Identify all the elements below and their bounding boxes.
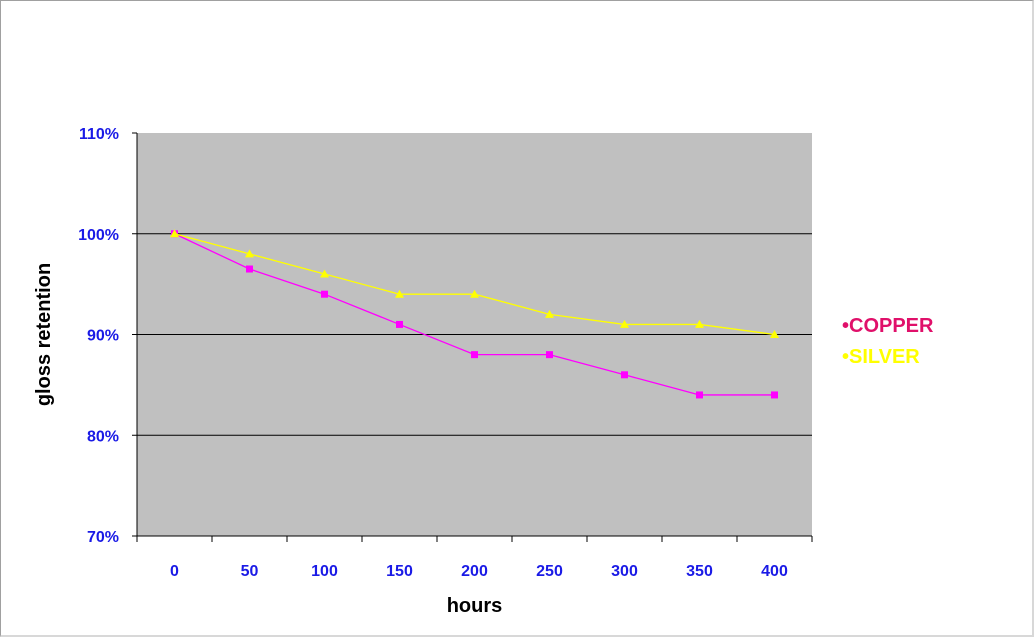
series-group bbox=[170, 229, 779, 399]
x-tick-label: 50 bbox=[241, 563, 259, 580]
y-tick-label: 90% bbox=[87, 328, 119, 345]
data-point bbox=[695, 319, 704, 328]
x-tick-labels: 0 50 100 150 200 250 300 350 400 bbox=[170, 563, 788, 580]
data-point bbox=[770, 330, 779, 338]
axes bbox=[132, 132, 813, 542]
x-tick-label: 150 bbox=[386, 563, 413, 580]
x-tick-label: 350 bbox=[686, 563, 713, 580]
x-axis-title: hours bbox=[447, 595, 503, 617]
data-point bbox=[620, 319, 629, 328]
gridlines bbox=[137, 233, 812, 436]
data-point bbox=[771, 391, 778, 399]
x-tick-label: 100 bbox=[311, 563, 338, 580]
x-tick-label: 300 bbox=[611, 563, 638, 580]
x-tick-label: 400 bbox=[761, 563, 788, 580]
data-point bbox=[246, 265, 253, 273]
data-point bbox=[545, 309, 554, 318]
y-tick-labels: 70% 80% 90% 100% 110% bbox=[78, 126, 119, 546]
legend-entry: •SILVER bbox=[842, 346, 920, 368]
y-tick-label: 110% bbox=[79, 126, 119, 143]
y-tick-label: 70% bbox=[87, 529, 119, 546]
data-point bbox=[245, 249, 254, 258]
data-point bbox=[696, 391, 703, 399]
x-tick-label: 200 bbox=[461, 563, 488, 580]
data-point bbox=[320, 269, 329, 278]
legend: •COPPER •SILVER bbox=[842, 315, 934, 368]
data-point bbox=[321, 290, 328, 298]
data-point bbox=[471, 351, 478, 359]
y-axis-title: gloss retention bbox=[33, 263, 55, 406]
x-tick-label: 250 bbox=[536, 563, 563, 580]
legend-entry: •COPPER bbox=[842, 315, 934, 337]
y-tick-label: 100% bbox=[78, 227, 119, 244]
data-point bbox=[546, 351, 553, 359]
x-tick-label: 0 bbox=[170, 563, 179, 580]
data-point bbox=[621, 371, 628, 379]
data-point bbox=[470, 289, 479, 298]
data-point bbox=[395, 289, 404, 298]
y-tick-label: 80% bbox=[87, 428, 119, 445]
data-point bbox=[396, 320, 403, 328]
data-point bbox=[170, 229, 179, 238]
